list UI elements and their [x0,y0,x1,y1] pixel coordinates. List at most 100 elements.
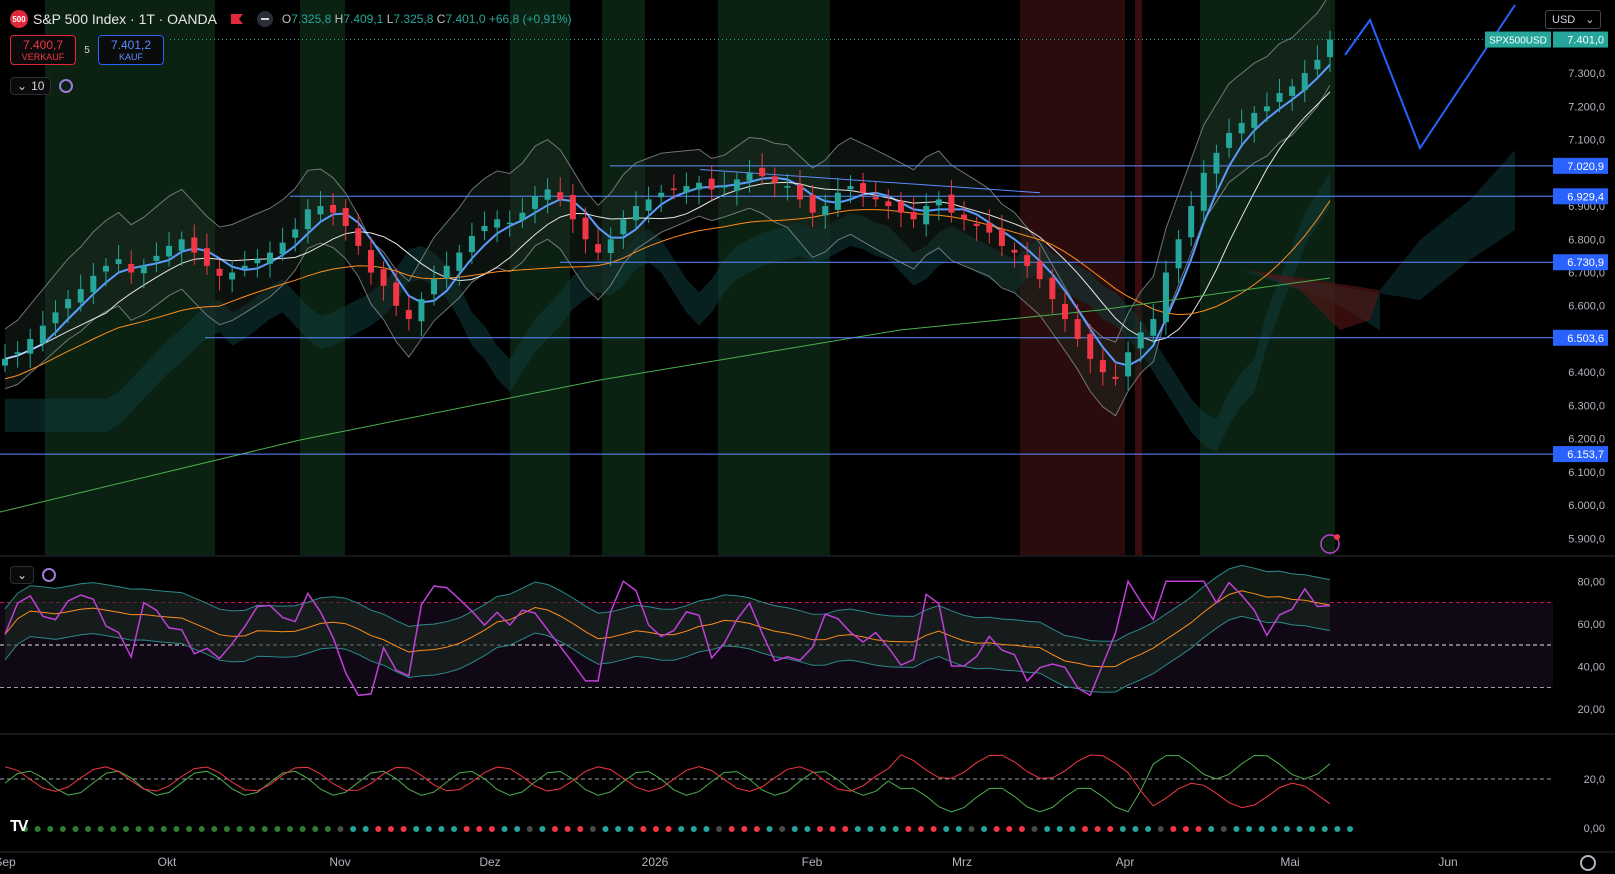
signal-dot [1309,826,1316,832]
candle-body [1200,172,1207,211]
background-band [510,0,570,555]
rsi-bb-upper [4,564,1331,642]
collapse-icon[interactable] [256,11,273,27]
candle-body [456,252,463,271]
candle-body [1087,334,1094,359]
signal-dot [981,826,988,832]
chevron-down-icon: ⌄ [17,79,28,93]
trade-buttons: 7.400,7 VERKAUF 5 7.401,2 KAUF [10,35,164,65]
ohlc-values: O7.325,8 H7.409,1 L7.325,8 C7.401,0 +66,… [281,12,572,26]
signal-dot [1283,826,1290,832]
signal-dot [287,826,293,832]
signal-dot [198,826,205,832]
price-axis-tick: 6.600,0 [1568,301,1605,313]
candle-body [935,199,942,206]
change-value: +66,8 (+0,91%) [488,12,572,26]
symbol-title[interactable]: S&P 500 Index · 1T · OANDA [33,11,217,27]
signal-dot [223,826,230,832]
time-axis-label: Apr [1116,855,1135,869]
candle-body [1137,332,1144,349]
signal-dot [1031,826,1038,832]
candle-body [1049,277,1056,300]
signal-dot [1094,826,1101,832]
flag-icon[interactable] [230,13,244,25]
candle-body [1251,112,1258,128]
signal-dot [22,826,28,832]
signal-dot [1018,826,1025,832]
rsi-axis-tick: 60,00 [1577,619,1605,631]
candle-body [607,239,614,253]
signal-dot [122,826,129,832]
indicator-toggle[interactable]: ⌄ 10 [10,77,52,95]
candle-body [65,299,72,309]
lightning-icon [1320,534,1340,554]
buy-button[interactable]: 7.401,2 KAUF [98,35,164,65]
signal-dot [1107,826,1114,832]
signal-dot [867,826,874,832]
signal-dot [1271,826,1278,832]
signal-dot [943,826,950,832]
pane-collapse-button[interactable]: ⌄ [10,566,35,584]
signal-dot [690,826,697,832]
candle-body [355,228,362,246]
signal-dot [1182,826,1189,832]
candle-body [784,186,791,188]
candle-body [658,192,665,198]
rsi-axis-tick: 20,00 [1577,704,1605,716]
sell-button[interactable]: 7.400,7 VERKAUF [10,35,76,65]
candle-body [1238,122,1245,134]
signal-dot [476,826,483,832]
candle-body [241,265,248,269]
rsi-line [4,579,1331,697]
signal-dot [539,826,546,832]
candle-body [393,282,400,306]
ichimoku-cloud-future-red [1250,270,1380,330]
candle-body [267,252,273,264]
price-level-tag [1553,329,1608,346]
signal-dot [804,826,811,832]
signal-dot [1082,826,1088,832]
signal-dot [362,826,369,832]
time-axis-label: Feb [802,855,823,869]
candle-body [569,194,576,220]
sell-price: 7.400,7 [22,38,64,52]
signal-dot [842,826,849,832]
refresh-icon[interactable] [59,79,74,93]
symbol-header: 500 S&P 500 Index · 1T · OANDA O7.325,8 … [10,10,572,28]
candle-body [1112,376,1119,379]
signal-dot [791,826,798,832]
candle-body [1175,239,1182,269]
signal-dot [186,826,193,832]
price-level-tag [1553,188,1608,205]
candle-body [1188,206,1195,238]
buy-label: KAUF [118,52,143,62]
candle-body [834,192,841,210]
signal-dot [779,826,786,832]
price-axis-tick: 6.700,0 [1568,268,1605,280]
candle-body [203,248,210,266]
candle-body [166,245,173,257]
currency-select[interactable]: USD ⌄ [1545,10,1602,29]
candle-body [443,265,450,279]
candle-body [923,206,930,225]
signal-dot [173,826,180,832]
candle-body [532,196,538,209]
candle-body [14,352,21,354]
candle-body [948,194,955,213]
candle-body [632,206,639,221]
close-value: 7.401,0 [445,12,486,26]
candle-body [39,325,46,344]
refresh-icon[interactable] [42,568,57,582]
signal-dot [615,826,622,832]
price-axis-tick: 6.200,0 [1568,434,1605,446]
ma-200-line [0,277,1331,513]
candle-body [102,265,109,272]
signal-dot [955,826,962,832]
gear-icon[interactable] [1580,855,1596,871]
signal-dot [1347,826,1353,832]
candle-body [128,264,135,273]
signal-dot [1246,826,1253,832]
candle-body [847,186,854,190]
